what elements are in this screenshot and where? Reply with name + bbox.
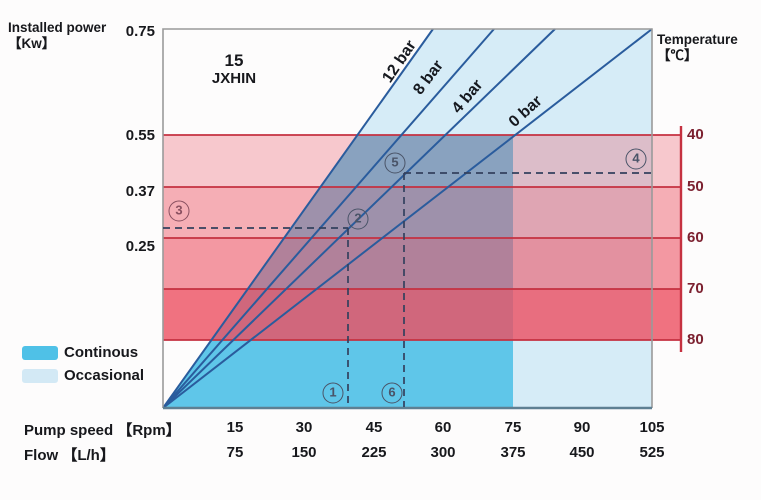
flow-tick: 150: [291, 444, 317, 461]
marker-2: 2: [347, 208, 369, 230]
model-label: 15 JXHIN: [178, 51, 290, 88]
temp-band-40-50: [163, 135, 681, 187]
marker-3: 3: [168, 200, 190, 222]
model-name: JXHIN: [211, 70, 257, 87]
temperature-axis-unit: 【℃】: [657, 48, 698, 63]
temperature-tick: 40: [687, 126, 704, 143]
temp-band-70-80: [163, 289, 681, 340]
power-axis-unit: 【Kw】: [8, 36, 56, 51]
temperature-axis-title: Temperature: [657, 32, 738, 47]
marker-6: 6: [381, 382, 403, 404]
flow-tick: 375: [500, 444, 526, 461]
power-tick: 0.75: [125, 23, 155, 40]
pressure-lines: [162, 28, 653, 409]
legend-label-occasional: Occasional: [64, 367, 145, 384]
flow-tick: 450: [569, 444, 595, 461]
pressure-line-8bar: [162, 28, 495, 409]
speed-tick: 60: [434, 419, 452, 436]
speed-tick: 105: [639, 419, 665, 436]
power-tick: 0.37: [125, 183, 155, 200]
pressure-line-12bar: [162, 28, 434, 409]
speed-tick: 30: [295, 419, 313, 436]
legend-swatch-occasional: [22, 369, 58, 383]
marker-4: 4: [625, 148, 647, 170]
speed-tick: 15: [226, 419, 244, 436]
legend-swatch-continuous: [22, 346, 58, 360]
chart-border: [162, 28, 653, 410]
flow-tick: 75: [226, 444, 244, 461]
speed-tick: 45: [365, 419, 383, 436]
guide-lines: [163, 172, 652, 407]
power-tick: 0.25: [125, 238, 155, 255]
pressure-line-0bar: [162, 28, 653, 409]
temp-band-60-70: [163, 238, 681, 289]
power-tick: 0.55: [125, 127, 155, 144]
legend-label-continuous: Continous: [64, 344, 139, 361]
speed-tick: 75: [504, 419, 522, 436]
temperature-tick: 80: [687, 331, 704, 348]
flow-tick: 225: [361, 444, 387, 461]
temperature-tick: 60: [687, 229, 704, 246]
speed-axis-label: Pump speed 【Rpm】: [24, 422, 181, 439]
flow-tick: 525: [639, 444, 665, 461]
marker-5: 5: [384, 152, 406, 174]
flow-tick: 300: [430, 444, 456, 461]
speed-tick: 90: [573, 419, 591, 436]
marker-1: 1: [322, 382, 344, 404]
power-axis-title: Installed power: [8, 20, 107, 35]
temperature-tick: 50: [687, 178, 704, 195]
temperature-bands: [163, 135, 681, 340]
temperature-tick: 70: [687, 280, 704, 297]
temp-band-50-60: [163, 187, 681, 238]
flow-axis-label: Flow 【L/h】: [24, 447, 115, 464]
model-size: 15: [224, 51, 244, 70]
